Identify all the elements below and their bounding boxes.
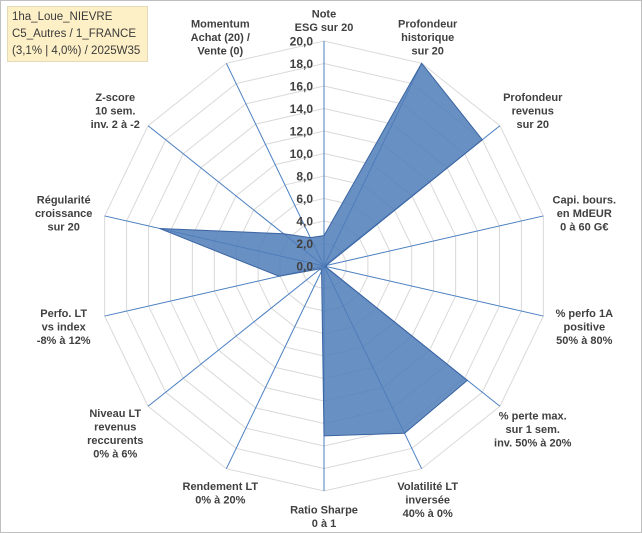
spoke-9 [147, 265, 325, 407]
axis-label: historique [401, 32, 454, 44]
axis-label: sur 20 [517, 119, 549, 131]
axis-label: inversée [405, 495, 450, 507]
tick-label: 4,0 [296, 215, 313, 229]
tick-label: 18,0 [290, 57, 314, 71]
axis-label: positive [564, 322, 606, 334]
tick-label: 16,0 [290, 80, 314, 94]
axis-label: 0 à 60 G€ [560, 221, 608, 233]
axis-label: 0 à 1 [312, 518, 336, 530]
axis-label: Capi. bours. [553, 194, 617, 206]
axis-label: Niveau LT [89, 408, 141, 420]
axis-label: % perfo 1A [556, 308, 614, 320]
tick-label: 12,0 [290, 125, 314, 139]
axis-label: Profondeur [503, 92, 563, 104]
axis-label: 0% à 6% [93, 448, 137, 460]
axis-label: reccurents [87, 435, 143, 447]
axis-label: Z-score [95, 92, 135, 104]
axis-label: revenus [94, 421, 136, 433]
axis-label: Achat (20) / [191, 32, 250, 44]
spoke-3 [323, 215, 544, 267]
axis-label: 40% à 0% [403, 508, 453, 520]
axis-label: revenus [512, 106, 554, 118]
series [159, 62, 484, 437]
tick-label: 14,0 [290, 102, 314, 116]
axis-label: Régularité [37, 194, 91, 206]
axis-label: sur 20 [411, 45, 443, 57]
tick-label: 2,0 [296, 237, 313, 251]
spoke-8 [225, 265, 325, 469]
info-line-1: 1ha_Loue_NIEVRE [12, 11, 113, 23]
tick-label: 8,0 [296, 170, 313, 184]
axis-label: inv. 2 à -2 [91, 119, 140, 131]
tick-label: 6,0 [296, 192, 313, 206]
axis-label: -8% à 12% [37, 335, 91, 347]
tick-label: 20,0 [290, 35, 314, 49]
axis-label: croissance [35, 208, 92, 220]
axis-label: Vente (0) [197, 45, 243, 57]
axis-label: Rendement LT [183, 481, 259, 493]
info-line-3: (3,1% | 4,0%) / 2025W35 [12, 45, 141, 57]
axis-label: Ratio Sharpe [290, 505, 358, 517]
axis-label: 10 sem. [95, 106, 135, 118]
axis-label: sur 1 sem. [506, 424, 560, 436]
spoke-13 [225, 63, 325, 267]
axis-label: Momentum [191, 18, 250, 30]
axis-label: Profondeur [398, 18, 458, 30]
axis-label: vs index [42, 322, 87, 334]
axis-label: Perfo. LT [40, 308, 87, 320]
axis-label: en MdEUR [557, 208, 612, 220]
axis-label: ESG sur 20 [295, 22, 354, 34]
spoke-4 [323, 265, 544, 317]
info-box: 1ha_Loue_NIEVRE C5_Autres / 1_FRANCE (3,… [7, 6, 148, 62]
axis-label: sur 20 [47, 221, 79, 233]
series-area [159, 62, 484, 437]
axis-label: inv. 50% à 20% [494, 437, 572, 449]
tick-labels: 0,0 2,0 4,0 6,0 8,0 10,0 12,0 14,0 16,0 18,0 20,0 [290, 35, 314, 274]
axis-label: % perte max. [499, 410, 567, 422]
axis-label: 0% à 20% [195, 495, 245, 507]
tick-label: 10,0 [290, 147, 314, 161]
axis-label: 50% à 80% [556, 335, 612, 347]
info-line-2: C5_Autres / 1_FRANCE [12, 28, 136, 40]
axis-label: Note [312, 9, 336, 21]
axis-label: Volatilité LT [397, 481, 458, 493]
tick-label: 0,0 [296, 260, 313, 274]
